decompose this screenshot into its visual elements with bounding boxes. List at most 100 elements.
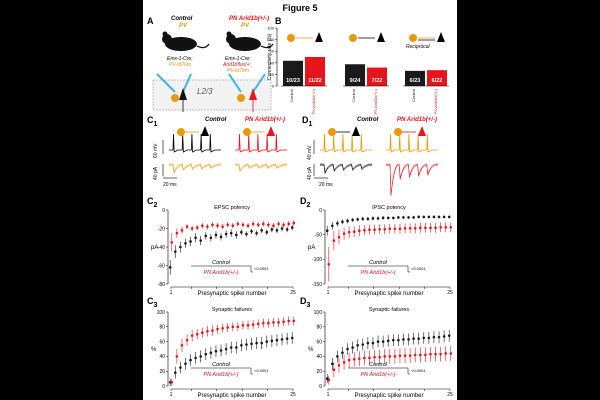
data-point-control bbox=[245, 343, 248, 346]
control-genotype-1: Emx-1-Cre; bbox=[167, 56, 193, 62]
data-point-mutant bbox=[363, 356, 366, 360]
data-point-control bbox=[341, 220, 344, 224]
postsynaptic-current-trace bbox=[386, 165, 438, 196]
data-point-control bbox=[447, 334, 451, 337]
legend-control: Control bbox=[369, 362, 388, 368]
significance-bracket bbox=[348, 265, 410, 273]
data-point-mutant bbox=[195, 332, 199, 336]
data-point-mutant bbox=[256, 322, 260, 326]
data-point-mutant bbox=[292, 319, 296, 323]
x-tick-label: 1 bbox=[170, 392, 173, 398]
x-tick-label: 1 bbox=[327, 290, 330, 296]
y-tick-label: -20 bbox=[158, 226, 165, 232]
pv-cell-icon bbox=[328, 128, 336, 136]
data-point-mutant bbox=[424, 353, 427, 357]
data-point-control bbox=[336, 355, 339, 358]
data-point-mutant bbox=[221, 326, 224, 330]
legend-mutant: PN Arid1b(+/-) bbox=[360, 372, 395, 378]
data-point-mutant bbox=[327, 262, 331, 266]
data-point-control bbox=[250, 229, 253, 233]
data-point-mutant bbox=[378, 227, 381, 231]
significance-bracket bbox=[191, 265, 253, 273]
data-point-control bbox=[412, 216, 415, 219]
recording-schematic bbox=[152, 73, 272, 112]
data-point-mutant bbox=[398, 354, 402, 357]
data-point-mutant bbox=[363, 228, 366, 232]
d1-trace-area bbox=[313, 126, 438, 196]
data-point-control bbox=[391, 338, 395, 342]
data-point-mutant bbox=[398, 227, 402, 231]
data-point-mutant bbox=[408, 354, 412, 357]
x-tick-label: 25 bbox=[447, 392, 453, 398]
panel-b-label: B bbox=[275, 16, 282, 26]
data-point-control bbox=[437, 335, 441, 339]
postsynaptic-current-trace bbox=[386, 164, 438, 195]
y-tick-label: 0 bbox=[319, 208, 322, 214]
data-point-mutant bbox=[332, 368, 336, 372]
data-point-control bbox=[194, 356, 197, 360]
figure-title: Figure 5 bbox=[282, 3, 318, 13]
b-bar-mutant bbox=[367, 67, 387, 86]
y-tick-label: 0 bbox=[319, 384, 322, 390]
data-point-control bbox=[255, 231, 258, 235]
data-point-mutant bbox=[327, 378, 331, 382]
x-tick-label: 25 bbox=[290, 290, 296, 296]
data-point-control bbox=[204, 234, 208, 238]
data-point-mutant bbox=[226, 326, 230, 329]
data-point-control bbox=[356, 344, 359, 347]
data-point-control bbox=[229, 231, 233, 235]
d3-scatter-chart: Synaptic failures 0 20 40 60 80 100 1 25% Presyna… bbox=[308, 307, 453, 399]
data-point-mutant bbox=[419, 353, 422, 357]
data-point-mutant bbox=[262, 321, 265, 325]
b-pn-cell-icon bbox=[377, 32, 385, 42]
panel-a-mutant-pv: PV bbox=[241, 23, 250, 29]
b-bar-value-label: 10/23 bbox=[286, 78, 300, 84]
data-point-mutant bbox=[413, 353, 417, 357]
data-point-control bbox=[361, 343, 365, 346]
b-bar-mutant bbox=[427, 70, 447, 86]
y-tick-label: 60 bbox=[316, 339, 322, 345]
chart-title: Synaptic failures bbox=[369, 307, 410, 313]
data-point-mutant bbox=[449, 225, 453, 229]
legend-control: Control bbox=[212, 362, 231, 368]
data-point-control bbox=[280, 227, 284, 230]
data-point-control bbox=[204, 352, 208, 356]
data-point-mutant bbox=[393, 227, 397, 231]
data-point-control bbox=[402, 338, 405, 341]
data-point-mutant bbox=[444, 225, 448, 229]
c1-mutant-title: PN Arid1b(+/-) bbox=[245, 117, 285, 123]
figure-page: Figure 5 A Control PV PN Arid1b(+/-) PV … bbox=[143, 0, 457, 400]
data-point-mutant bbox=[190, 334, 194, 337]
data-point-control bbox=[285, 228, 289, 231]
data-point-control bbox=[184, 242, 187, 245]
data-point-mutant bbox=[413, 226, 417, 230]
data-point-mutant bbox=[190, 227, 194, 230]
legend-control: Control bbox=[212, 260, 231, 266]
data-point-control bbox=[447, 215, 451, 219]
y-tick-label: -100 bbox=[312, 257, 322, 263]
data-point-mutant bbox=[388, 355, 392, 358]
data-point-mutant bbox=[277, 222, 280, 226]
significance-bracket bbox=[191, 367, 253, 375]
pv-cell-icon bbox=[243, 128, 251, 136]
data-point-control bbox=[290, 226, 294, 229]
data-point-control bbox=[427, 336, 431, 340]
data-point-mutant bbox=[419, 226, 422, 230]
data-point-mutant bbox=[292, 221, 296, 225]
b-ytick-label: 20 bbox=[270, 72, 275, 77]
data-point-control bbox=[219, 349, 223, 352]
postsynaptic-current-trace bbox=[235, 165, 287, 173]
data-point-control bbox=[381, 340, 385, 343]
y-axis-label: % bbox=[308, 347, 314, 353]
data-point-mutant bbox=[216, 224, 219, 228]
data-point-mutant bbox=[403, 354, 407, 357]
data-point-mutant bbox=[231, 224, 235, 228]
legend-control: Control bbox=[369, 260, 388, 266]
y-tick-label: 100 bbox=[314, 310, 323, 316]
data-point-mutant bbox=[170, 381, 174, 384]
d1-control-title: Control bbox=[357, 117, 379, 123]
data-point-mutant bbox=[373, 355, 376, 359]
b-bar-control bbox=[405, 70, 425, 86]
data-point-mutant bbox=[358, 229, 361, 233]
postsynaptic-current-trace bbox=[169, 165, 221, 175]
